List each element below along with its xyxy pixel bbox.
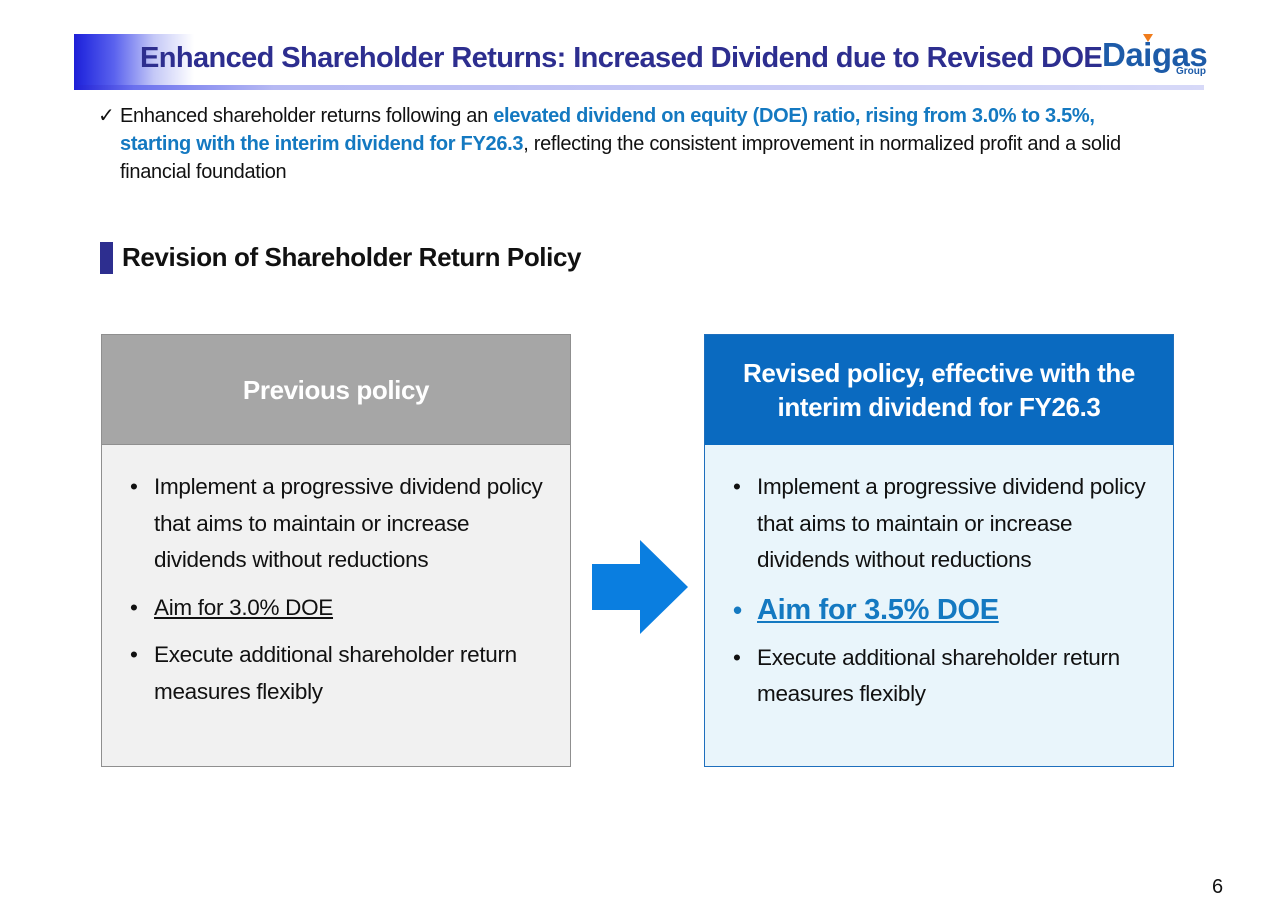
arrow-shape bbox=[592, 540, 688, 634]
list-item: Implement a progressive dividend policy … bbox=[128, 469, 554, 579]
title-underline bbox=[74, 85, 1204, 90]
company-logo: Daigas Group bbox=[1100, 34, 1210, 82]
previous-policy-box: Previous policy Implement a progressive … bbox=[101, 334, 571, 767]
summary-part2: , reflecting the consistent improvement … bbox=[120, 133, 1121, 183]
previous-policy-heading: Previous policy bbox=[102, 335, 570, 445]
list-item: Execute additional shareholder return me… bbox=[128, 637, 554, 710]
revised-policy-box: Revised policy, effective with the inter… bbox=[704, 334, 1174, 767]
page-title: Enhanced Shareholder Returns: Increased … bbox=[140, 42, 1103, 74]
summary-bullet: ✓ Enhanced shareholder returns following… bbox=[98, 102, 1138, 186]
section-marker bbox=[100, 242, 113, 274]
list-item: Aim for 3.0% DOE bbox=[128, 590, 554, 627]
revised-policy-heading: Revised policy, effective with the inter… bbox=[705, 335, 1173, 445]
previous-policy-list: Implement a progressive dividend policy … bbox=[102, 445, 570, 710]
logo-flame-icon bbox=[1143, 34, 1153, 42]
revised-doe-target: Aim for 3.5% DOE bbox=[757, 593, 999, 626]
summary-highlight: elevated dividend on equity (DOE) ratio,… bbox=[120, 105, 1095, 155]
revised-policy-list: Implement a progressive dividend policy … bbox=[705, 445, 1173, 713]
list-item: Execute additional shareholder return me… bbox=[731, 640, 1157, 713]
previous-doe-target: Aim for 3.0% DOE bbox=[154, 594, 334, 620]
title-bar bbox=[74, 34, 1204, 90]
right-arrow-icon bbox=[592, 540, 688, 634]
section-title: Revision of Shareholder Return Policy bbox=[122, 242, 582, 272]
logo-subtext: Group bbox=[1176, 66, 1206, 77]
logo-wordmark: Daigas bbox=[1102, 36, 1208, 73]
list-item: Aim for 3.5% DOE bbox=[731, 590, 1157, 632]
list-item: Implement a progressive dividend policy … bbox=[731, 469, 1157, 579]
page-number: 6 bbox=[1212, 876, 1224, 898]
summary-text: Enhanced shareholder returns following a… bbox=[120, 102, 1138, 186]
summary-part1: Enhanced shareholder returns following a… bbox=[120, 105, 494, 127]
check-icon: ✓ bbox=[98, 105, 115, 127]
